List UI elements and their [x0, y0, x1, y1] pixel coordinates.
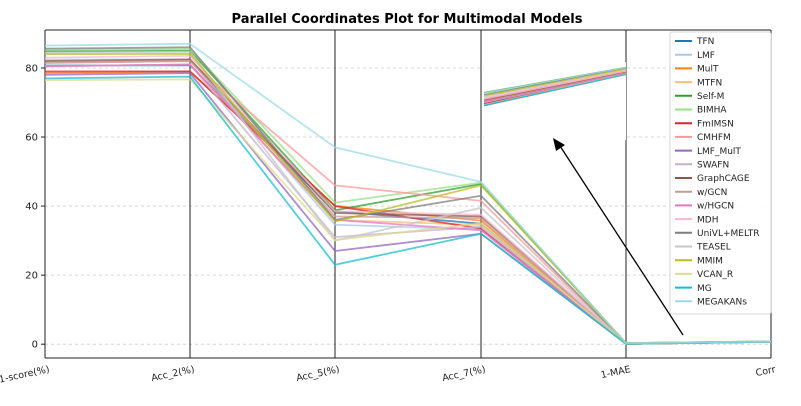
legend-entry-graphcage: GraphCAGE	[675, 174, 750, 184]
series-line-mdh	[44, 54, 772, 345]
legend-entry-swafn: SWAFN	[675, 161, 729, 171]
legend-label-lmf: LMF	[697, 51, 715, 61]
inset-line-univl-meltr	[483, 67, 627, 96]
legend-label-mtfn: MTFN	[697, 78, 722, 88]
legend-label-univl-meltr: UniVL+MELTR	[697, 229, 759, 239]
legend-entry-w-gcn: w/GCN	[675, 188, 727, 198]
legend-label-tfn: TFN	[696, 37, 714, 47]
legend-entry-cmhfm: CMHFM	[675, 133, 731, 143]
legend-label-w-hgcn: w/HGCN	[697, 202, 734, 212]
legend-label-vcan-r: VCAN_R	[697, 270, 733, 280]
legend-label-cmhfm: CMHFM	[697, 133, 731, 143]
axis-label-acc-5: Acc_5(%)	[295, 364, 340, 384]
legend-entry-fmimsn: FmIMSN	[675, 119, 734, 129]
series-line-mmim	[44, 52, 772, 345]
series-line-graphcage	[44, 58, 772, 345]
legend-label-fmimsn: FmIMSN	[697, 119, 734, 129]
legend-entry-mult: MulT	[675, 65, 719, 75]
annotation-arrow	[553, 138, 684, 336]
axis-label-acc-2: Acc_2(%)	[150, 364, 195, 384]
legend-entry-teasel: TEASEL	[675, 243, 731, 253]
legend-entry-tfn: TFN	[675, 37, 714, 47]
series-line-w-gcn	[44, 60, 772, 345]
legend-entry-w-hgcn: w/HGCN	[675, 202, 734, 212]
legend-entry-mtfn: MTFN	[675, 78, 722, 88]
legend-entry-mmim: MMIM	[675, 256, 723, 266]
axis-labels-layer: 0 20 40 60 80 F1-score(%) Acc_2(%) Acc_5(%) Acc_…	[0, 63, 777, 386]
legend-entry-megakans: MEGAKANs	[675, 298, 747, 308]
series-line-lmf	[44, 58, 772, 345]
chart-title: Parallel Coordinates Plot for Multimodal…	[232, 12, 583, 27]
series-line-bimha	[44, 48, 772, 345]
legend-entry-univl-meltr: UniVL+MELTR	[675, 229, 759, 239]
inset-layer	[483, 62, 627, 140]
series-line-cmhfm	[44, 60, 772, 345]
legend: TFN LMF MulT MTFN Self-M BIMHA FmIMSN CMHFM LMF_…	[669, 31, 772, 315]
legend-label-lmf-mult: LMF_MulT	[697, 147, 741, 157]
inset-line-mdh	[483, 69, 627, 99]
legend-entry-vcan-r: VCAN_R	[675, 270, 733, 280]
annotation-arrowhead	[553, 138, 565, 151]
legend-label-bimha: BIMHA	[697, 106, 727, 116]
axis-label-acc-7: Acc_7(%)	[441, 364, 486, 384]
legend-entry-mdh: MDH	[675, 215, 718, 225]
inset-line-swafn	[483, 73, 627, 104]
ytick-label-40: 40	[25, 202, 38, 213]
series-line-self-m	[44, 49, 772, 345]
legend-label-mmim: MMIM	[697, 256, 723, 266]
series-line-univl-meltr	[44, 46, 772, 345]
legend-entry-self-m: Self-M	[675, 92, 724, 102]
legend-label-teasel: TEASEL	[696, 243, 731, 253]
legend-label-megakans: MEGAKANs	[697, 298, 747, 308]
axis-label-1-mae: 1-MAE	[600, 364, 632, 381]
ytick-label-80: 80	[25, 63, 38, 74]
ytick-label-20: 20	[25, 271, 38, 282]
inset-line-w-hgcn	[483, 72, 627, 103]
ytick-label-60: 60	[25, 133, 38, 144]
legend-label-self-m: Self-M	[697, 92, 724, 102]
legend-entry-mg: MG	[675, 284, 712, 294]
legend-entry-lmf-mult: LMF_MulT	[675, 147, 741, 157]
legend-label-mdh: MDH	[697, 215, 718, 225]
legend-label-mg: MG	[697, 284, 712, 294]
inset-line-mg	[483, 73, 627, 106]
series-lines-layer	[44, 42, 772, 345]
annotation-arrow-line	[559, 145, 684, 336]
legend-label-swafn: SWAFN	[697, 161, 729, 171]
series-line-vcan-r	[44, 78, 772, 345]
axis-label-corr: Corr	[755, 364, 777, 379]
legend-label-w-gcn: w/GCN	[697, 188, 727, 198]
grid-layer	[45, 67, 771, 345]
inset-line-megakans	[483, 66, 627, 94]
legend-entry-bimha: BIMHA	[675, 106, 727, 116]
legend-label-mult: MulT	[697, 65, 719, 75]
ytick-label-0: 0	[32, 340, 38, 351]
legend-label-graphcage: GraphCAGE	[697, 174, 750, 184]
inset-line-teasel	[483, 68, 627, 98]
axis-label-f1-score: F1-score(%)	[0, 364, 51, 387]
legend-entry-lmf: LMF	[675, 51, 715, 61]
legend-box	[669, 31, 772, 315]
series-line-megakans	[44, 42, 772, 345]
inset-line-mmim	[483, 68, 627, 97]
